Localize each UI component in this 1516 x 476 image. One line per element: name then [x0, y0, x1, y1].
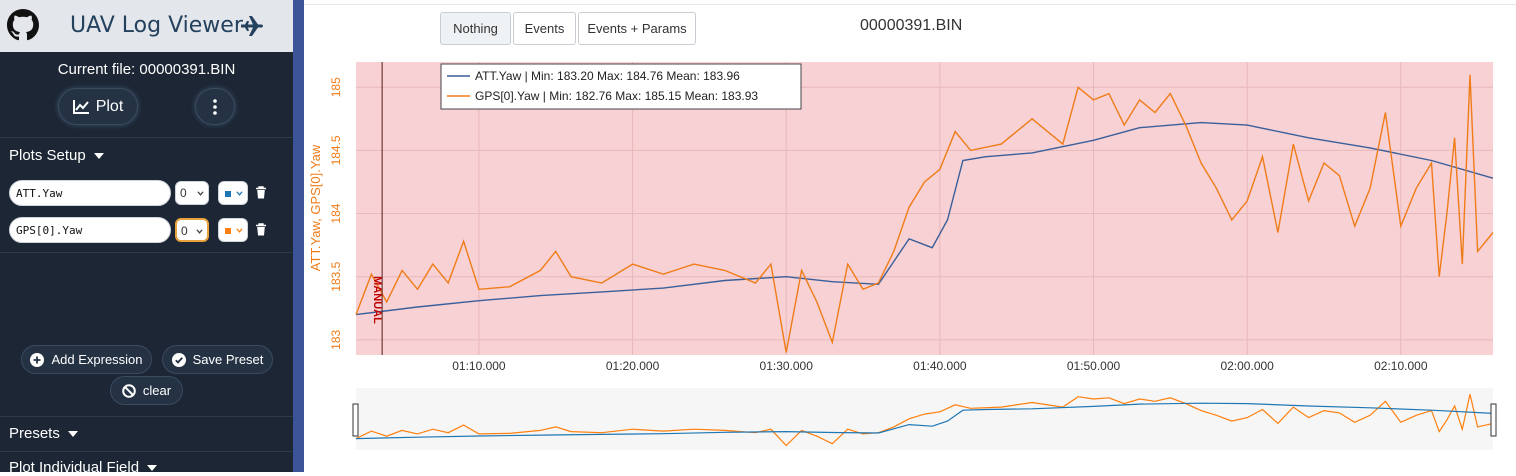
add-expression-label: Add Expression [51, 352, 143, 367]
caret-down-icon [93, 152, 104, 159]
plot-individual-field-toggle[interactable]: Plot Individual Field [9, 459, 158, 476]
field-name-input[interactable]: GPS[0].Yaw [9, 217, 171, 243]
brand-bar: UAV Log Viewer [0, 0, 293, 52]
save-preset-label: Save Preset [192, 352, 264, 367]
chevron-down-icon [236, 191, 243, 196]
app-title: UAV Log Viewer [70, 13, 243, 38]
x-tick-label: 01:10.000 [452, 359, 506, 373]
legend-box [440, 63, 802, 110]
section-divider [0, 252, 293, 253]
section-divider [0, 137, 293, 138]
chevron-down-icon [236, 228, 243, 233]
event-display-tabs: Nothing Events Events + Params [440, 12, 696, 45]
current-file-label: Current file: 00000391.BIN [57, 61, 236, 78]
top-border [304, 4, 1516, 5]
clear-button[interactable]: clear [110, 376, 183, 405]
plot-button-label: Plot [95, 97, 124, 115]
add-expression-button[interactable]: Add Expression [21, 345, 152, 374]
trash-icon[interactable] [255, 223, 267, 236]
y-tick-label: 185 [329, 77, 343, 97]
range-handle-right [1490, 403, 1497, 437]
plot-button[interactable]: Plot [58, 88, 138, 125]
tab-events-params[interactable]: Events + Params [578, 12, 696, 45]
plus-circle-icon [30, 352, 45, 367]
field-name-input[interactable]: ATT.Yaw [9, 180, 171, 206]
chevron-down-icon [197, 191, 204, 196]
github-icon[interactable] [7, 9, 39, 41]
presets-toggle[interactable]: Presets [9, 425, 78, 442]
y-tick-label: 183.5 [329, 261, 343, 291]
color-swatch [225, 228, 231, 234]
range-slider-background [356, 388, 1493, 450]
tab-nothing[interactable]: Nothing [440, 12, 511, 45]
section-divider [0, 416, 293, 417]
axis-select-value: 0 [180, 186, 187, 200]
sidebar-resize-divider[interactable] [293, 0, 304, 472]
axis-select-value: 0 [181, 224, 188, 238]
x-tick-label: 02:00.000 [1220, 359, 1274, 373]
plane-icon [241, 16, 263, 36]
legend-entry: GPS[0].Yaw | Min: 182.76 Max: 185.15 Mea… [475, 89, 758, 103]
clear-label: clear [142, 383, 172, 398]
range-handle-left [352, 403, 359, 437]
tab-events[interactable]: Events [513, 12, 576, 45]
chart-line-icon [72, 99, 89, 114]
legend-entry: ATT.Yaw | Min: 183.20 Max: 184.76 Mean: … [475, 69, 740, 83]
save-preset-button[interactable]: Save Preset [162, 345, 273, 374]
section-divider [0, 451, 293, 452]
mode-marker-label: MANUAL [371, 276, 383, 324]
range-series-att-yaw [355, 402, 1494, 440]
caret-down-icon [67, 430, 78, 437]
file-title: 00000391.BIN [860, 17, 963, 34]
ban-icon [122, 383, 136, 398]
chevron-down-icon [196, 229, 203, 234]
trash-icon[interactable] [255, 186, 267, 199]
caret-down-icon [147, 464, 158, 471]
check-circle-icon [171, 352, 186, 367]
yaw-chart[interactable]: 183 183.5 184 184.5 185 01:10.000 01:20.000 01:… [304, 0, 1516, 472]
plots-setup-toggle[interactable]: Plots Setup [9, 147, 104, 164]
presets-label: Presets [9, 425, 60, 442]
color-swatch [225, 191, 231, 197]
axis-select[interactable]: 0 [175, 218, 209, 242]
y-tick-label: 184 [329, 203, 343, 223]
y-axis-label: ATT.Yaw, GPS[0].Yaw [308, 144, 323, 271]
axis-select[interactable]: 0 [175, 181, 209, 205]
sidebar: UAV Log Viewer Current file: 00000391.BI… [0, 0, 293, 476]
plot-individual-field-label: Plot Individual Field [9, 459, 140, 476]
color-select[interactable] [218, 218, 248, 242]
series-line-att-yaw [355, 121, 1494, 316]
series-line-gps-yaw [355, 74, 1494, 353]
vertical-dots-icon [213, 98, 217, 115]
range-series-gps-yaw [355, 394, 1494, 447]
x-tick-label: 01:30.000 [760, 359, 814, 373]
x-tick-label: 01:50.000 [1067, 359, 1121, 373]
y-tick-label: 184.5 [329, 135, 343, 165]
plot-background [356, 62, 1493, 355]
y-tick-label: 183 [329, 330, 343, 350]
chart-legend: ATT.Yaw | Min: 183.20 Max: 184.76 Mean: … [440, 63, 802, 110]
plots-setup-label: Plots Setup [9, 147, 86, 164]
more-options-button[interactable] [195, 88, 235, 125]
color-select[interactable] [218, 181, 248, 205]
x-tick-label: 01:40.000 [913, 359, 967, 373]
x-tick-label: 02:10.000 [1374, 359, 1428, 373]
x-tick-label: 01:20.000 [606, 359, 660, 373]
